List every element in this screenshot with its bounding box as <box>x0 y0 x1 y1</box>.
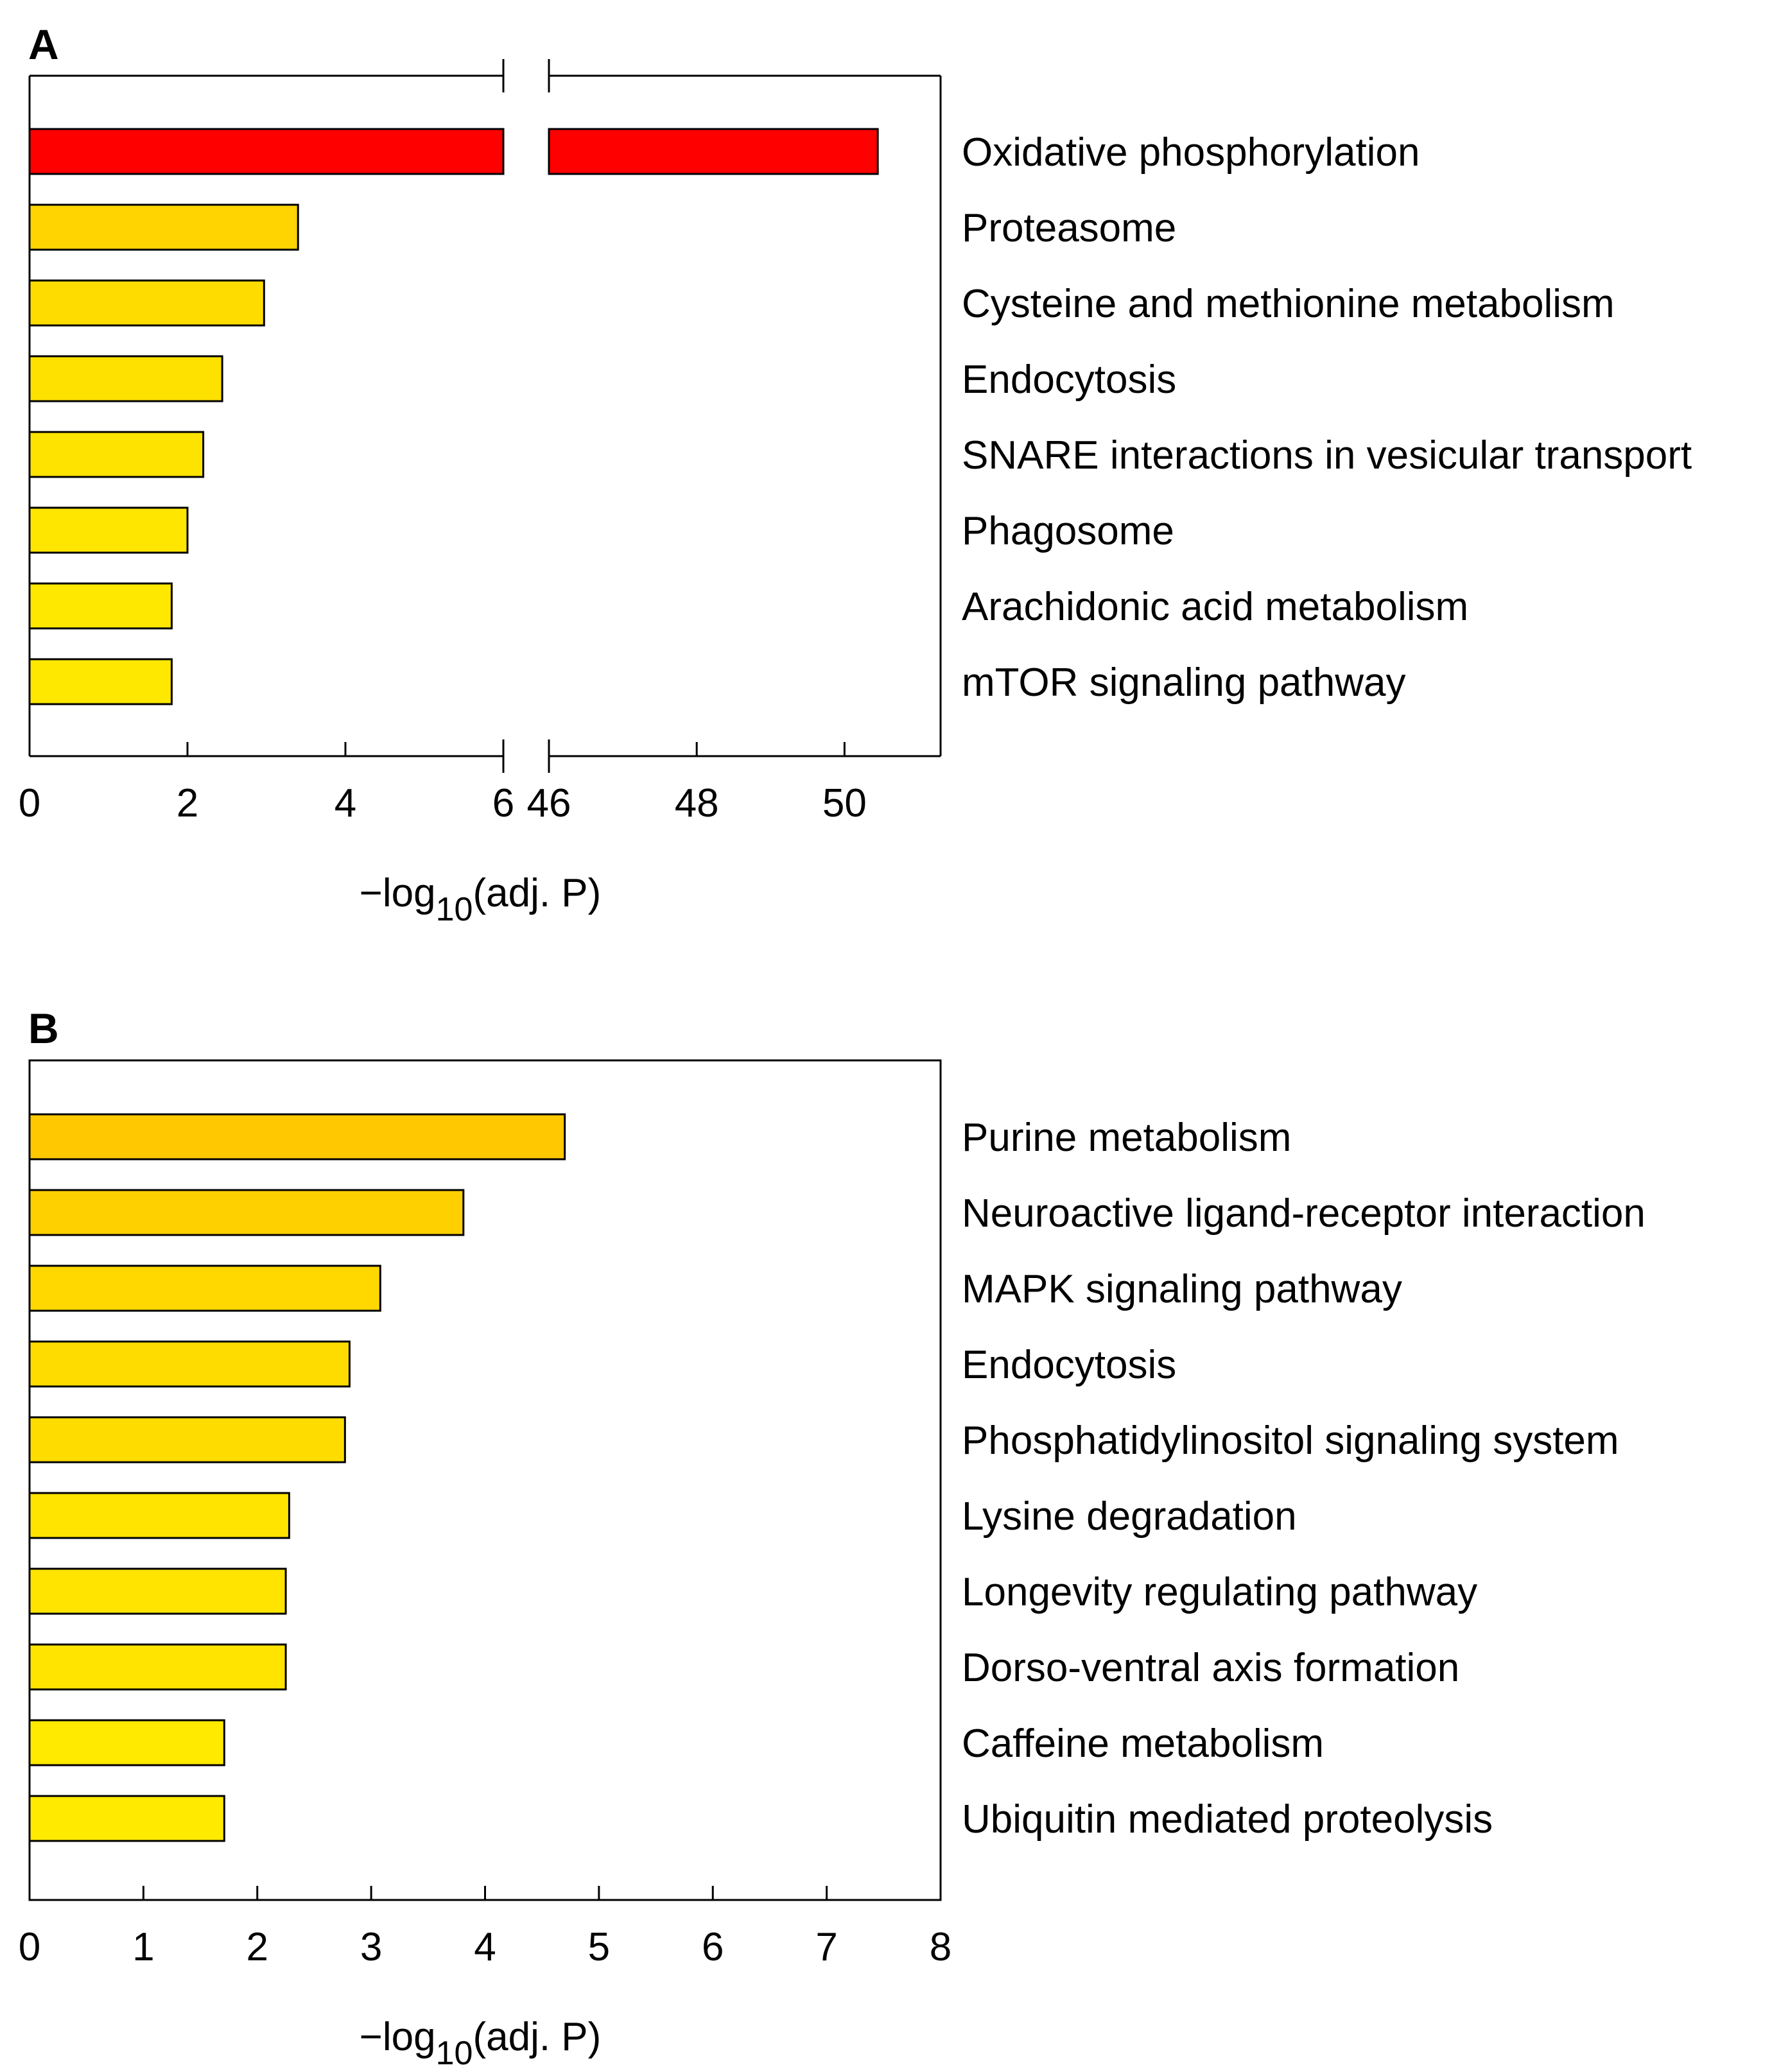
panel-b-chart: Purine metabolism Neuroactive ligand-rece… <box>19 1059 1646 2072</box>
bar-cysteine-and-methionine-metabolism <box>28 279 265 327</box>
panel-a-label: A <box>28 21 59 68</box>
x-tick-label: 2 <box>247 1925 268 1969</box>
category-label: Phagosome <box>962 509 1174 553</box>
x-tick-label: 4 <box>474 1925 496 1969</box>
category-label: Endocytosis <box>962 1343 1176 1387</box>
x-axis-title: −log10(adj. P) <box>360 871 602 928</box>
bar-neuroactive-ligand-receptor-interaction <box>28 1189 465 1236</box>
category-label: Neuroactive ligand-receptor interaction <box>962 1191 1646 1236</box>
x-tick-label: 8 <box>930 1925 951 1969</box>
x-tick-label: 6 <box>702 1925 724 1969</box>
plot-frame <box>28 1059 942 1901</box>
panel-a-chart: Oxidative phosphorylation Proteasome Cyste… <box>19 59 1692 928</box>
x-axis-title-subscript: 10 <box>436 891 473 928</box>
bar-endocytosis <box>28 1340 351 1388</box>
bar-ubiquitin-mediated-proteolysis <box>28 1795 225 1842</box>
x-tick-label: 46 <box>527 781 571 825</box>
bar-oxidative-phosphorylation <box>28 128 505 175</box>
x-axis-title-rest: (adj. P) <box>473 871 601 915</box>
category-label: Ubiquitin mediated proteolysis <box>962 1797 1493 1842</box>
bar-lysine-degradation <box>28 1492 290 1539</box>
x-tick-label: 50 <box>822 781 867 825</box>
x-tick-label: 0 <box>19 781 40 825</box>
category-label: Caffeine metabolism <box>962 1722 1324 1766</box>
x-axis-title-subscript: 10 <box>436 2035 473 2072</box>
bar-phosphatidylinositol-signaling-system <box>28 1416 346 1463</box>
category-label: Cysteine and methionine metabolism <box>962 282 1615 326</box>
x-axis-title-main: −log <box>360 2015 436 2059</box>
bar-mtor-signaling-pathway <box>28 658 173 705</box>
category-label: Proteasome <box>962 206 1176 250</box>
x-tick-label: 1 <box>132 1925 154 1969</box>
x-tick-label: 7 <box>815 1925 837 1969</box>
x-axis-title-main: −log <box>360 871 436 915</box>
bar-dorso-ventral-axis-formation <box>28 1643 287 1691</box>
category-label: Lysine degradation <box>962 1494 1297 1539</box>
category-label: Endocytosis <box>962 358 1176 402</box>
category-label: SNARE interactions in vesicular transpor… <box>962 433 1692 478</box>
bar-longevity-regulating-pathway <box>28 1567 287 1615</box>
x-tick-label: 3 <box>360 1925 382 1969</box>
category-label: Longevity regulating pathway <box>962 1570 1477 1614</box>
x-axis-title: −log10(adj. P) <box>360 2015 602 2072</box>
panel-b-label: B <box>28 1005 59 1052</box>
bar-mapk-signaling-pathway <box>28 1265 381 1312</box>
category-label: Phosphatidylinositol signaling system <box>962 1419 1619 1463</box>
category-label: mTOR signaling pathway <box>962 660 1406 705</box>
bar-snare-interactions-in-vesicular-transport <box>28 431 205 478</box>
bar-arachidonic-acid-metabolism <box>28 582 173 630</box>
x-axis-title-rest: (adj. P) <box>473 2015 601 2059</box>
category-label: MAPK signaling pathway <box>962 1267 1402 1311</box>
category-label: Purine metabolism <box>962 1116 1291 1160</box>
x-tick-label: 4 <box>334 781 356 825</box>
x-tick-label: 48 <box>675 781 719 825</box>
bar-caffeine-metabolism <box>28 1719 225 1766</box>
bar-oxidative-phosphorylation-continued <box>548 128 879 175</box>
x-tick-label: 5 <box>588 1925 610 1969</box>
category-label: Dorso-ventral axis formation <box>962 1646 1459 1690</box>
bar-phagosome <box>28 506 189 554</box>
bar-purine-metabolism <box>28 1113 566 1161</box>
category-label: Arachidonic acid metabolism <box>962 585 1468 629</box>
category-label: Oxidative phosphorylation <box>962 130 1420 175</box>
bar-endocytosis <box>28 355 223 402</box>
x-tick-label: 6 <box>492 781 514 825</box>
bar-proteasome <box>28 203 299 251</box>
x-tick-label: 0 <box>19 1925 40 1969</box>
x-tick-label: 2 <box>177 781 198 825</box>
